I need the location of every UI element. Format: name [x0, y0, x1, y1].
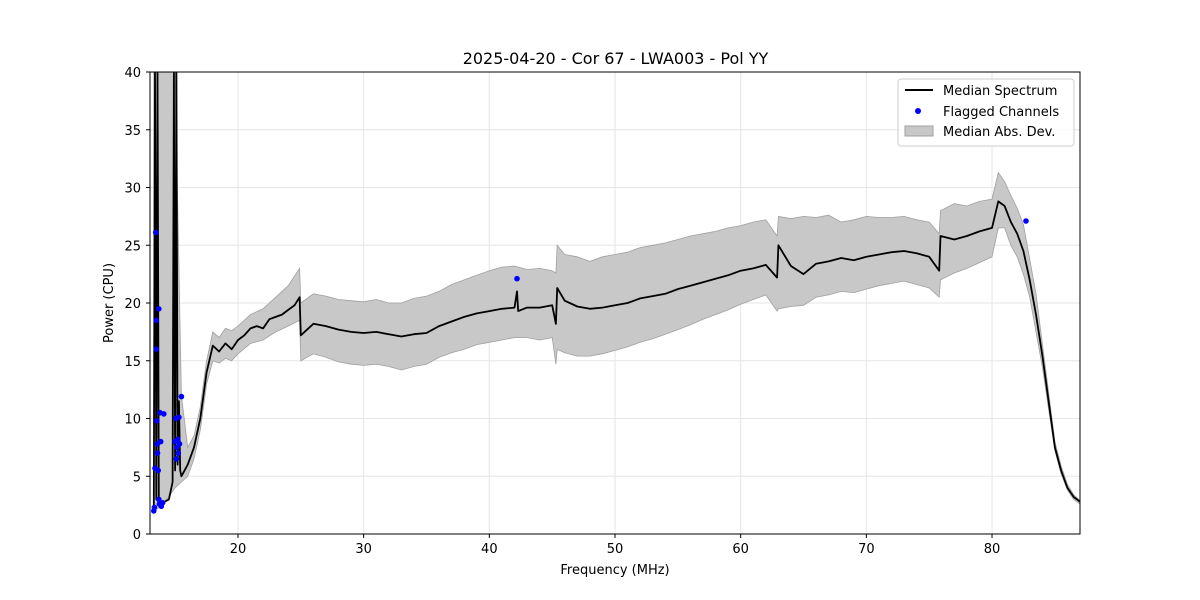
x-ticks: 20 30 40 50 60 70 80 — [230, 534, 1001, 557]
x-tick-label: 40 — [481, 542, 498, 557]
flagged-channel-point — [159, 500, 166, 506]
y-tick-label: 15 — [124, 355, 141, 370]
flagged-channel-point — [152, 229, 159, 236]
flagged-channel-point — [153, 317, 160, 324]
legend-label-median: Median Spectrum — [943, 84, 1057, 99]
flagged-channel-point — [178, 393, 185, 400]
flagged-channel-point — [514, 275, 520, 282]
y-tick-label: 20 — [124, 297, 141, 312]
x-tick-label: 50 — [607, 542, 624, 557]
mad-band-layer — [153, 72, 1080, 512]
flagged-channel-point — [154, 418, 160, 424]
y-tick-label: 35 — [124, 124, 141, 139]
flagged-channel-point — [156, 496, 162, 503]
legend-label-mad: Median Abs. Dev. — [943, 125, 1055, 140]
y-tick-label: 10 — [124, 413, 141, 428]
flagged-channel-point — [153, 346, 160, 353]
legend-dot-swatch — [915, 108, 921, 114]
flagged-channel-point — [173, 456, 180, 462]
y-tick-label: 40 — [124, 66, 141, 81]
legend-label-flagged: Flagged Channels — [943, 105, 1059, 120]
flagged-channel-point — [154, 450, 161, 456]
flagged-channel-point — [157, 438, 164, 445]
chart-title: 2025-04-20 - Cor 67 - LWA003 - Pol YY — [463, 49, 769, 68]
flagged-channel-point — [155, 467, 161, 474]
flagged-channel-point — [1023, 218, 1029, 224]
mad-band — [153, 72, 1080, 512]
flagged-channel-point — [176, 441, 183, 447]
y-tick-label: 30 — [124, 182, 141, 197]
median-spectrum-line — [152, 72, 1080, 508]
x-tick-label: 20 — [230, 542, 247, 557]
flagged-channel-point — [151, 504, 158, 511]
x-tick-label: 70 — [858, 542, 875, 557]
y-tick-label: 0 — [133, 528, 141, 543]
legend-band-swatch — [904, 125, 934, 137]
median-line-layer — [152, 72, 1080, 508]
y-axis-label: Power (CPU) — [102, 263, 117, 343]
legend: Median Spectrum Flagged Channels Median … — [897, 78, 1075, 147]
x-tick-label: 30 — [355, 542, 372, 557]
legend-box — [897, 78, 1075, 147]
flagged-channel-point — [174, 436, 181, 443]
y-ticks: 0 5 10 15 20 25 30 35 40 — [124, 66, 150, 543]
flagged-channel-point — [175, 450, 182, 456]
flagged-points-layer — [151, 218, 1029, 514]
flagged-channel-point — [176, 414, 182, 421]
x-tick-label: 80 — [984, 542, 1001, 557]
flagged-channel-point — [161, 411, 167, 417]
flagged-channel-point — [156, 306, 162, 312]
y-tick-label: 5 — [133, 470, 141, 485]
x-tick-label: 60 — [732, 542, 749, 557]
y-tick-label: 25 — [124, 239, 141, 254]
x-axis-label: Frequency (MHz) — [560, 563, 669, 578]
